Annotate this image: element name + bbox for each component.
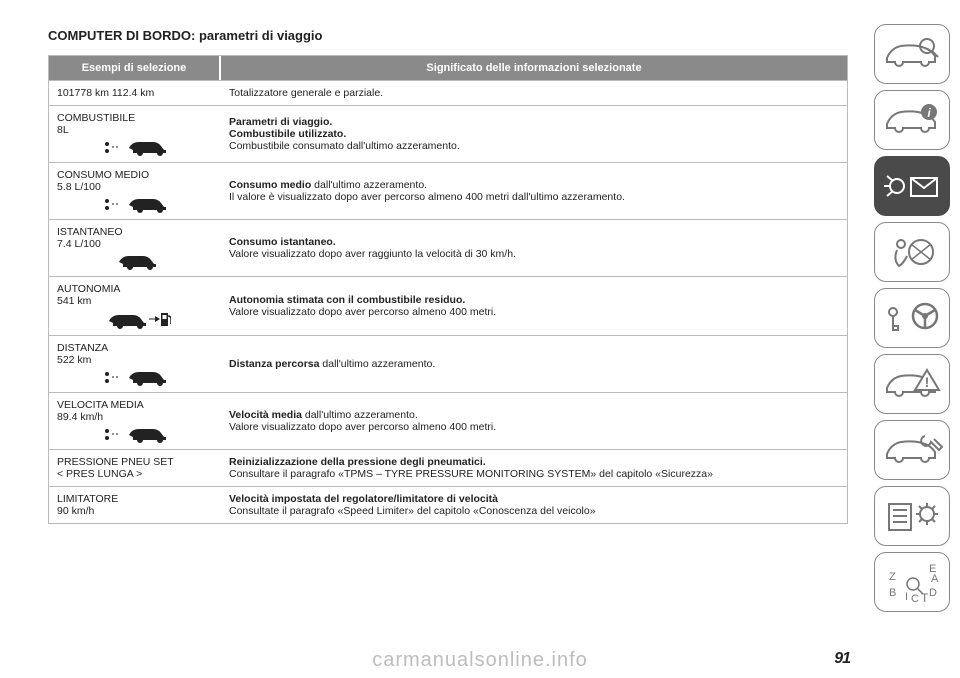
cell-right-text: Valore visualizzato dopo aver percorso a… [229,306,839,318]
table-cell-right: Consumo medio dall'ultimo azzeramento.Il… [221,163,847,219]
table-cell-left: VELOCITA MEDIA89.4 km/h [49,393,221,449]
table-cell-left: ISTANTANEO7.4 L/100 [49,220,221,276]
cell-left-line1: AUTONOMIA [57,283,213,295]
cell-right-bold: Velocità media dall'ultimo azzeramento. [229,409,839,421]
car-info-icon[interactable]: i [874,90,950,150]
cell-left-line1: DISTANZA [57,342,213,354]
page-title: COMPUTER DI BORDO: parametri di viaggio [48,28,848,43]
table-cell-right: Totalizzatore generale e parziale. [221,81,847,105]
svg-text:I: I [905,591,908,603]
alpha-index-icon[interactable]: ZBICTDAE [874,552,950,612]
trip-icon [57,138,213,156]
car-icon [57,252,213,270]
airbag-icon[interactable] [874,222,950,282]
table-row: COMBUSTIBILE8L Parametri di viaggio. Com… [49,105,847,162]
cell-right-bold: Parametri di viaggio. Combustibile utili… [229,116,839,140]
svg-text:Z: Z [889,571,896,583]
svg-text:B: B [889,587,896,599]
table-cell-right: Velocità impostata del regolatore/limita… [221,487,847,523]
cell-left-line2: 541 km [57,295,213,307]
table-cell-left: COMBUSTIBILE8L [49,106,221,162]
table-row: VELOCITA MEDIA89.4 km/h Velocità media d… [49,392,847,449]
cell-right-text: Totalizzatore generale e parziale. [229,87,839,99]
table-cell-left: AUTONOMIA541 km [49,277,221,335]
svg-text:E: E [929,563,936,575]
table-cell-right: Parametri di viaggio. Combustibile utili… [221,106,847,162]
table-row: ISTANTANEO7.4 L/100Consumo istantaneo.Va… [49,219,847,276]
table-row: AUTONOMIA541 km Autonomia stimata con il… [49,276,847,335]
table-cell-left: DISTANZA522 km [49,336,221,392]
cell-left-line2: 90 km/h [57,505,213,517]
cell-right-text: Valore visualizzato dopo aver raggiunto … [229,248,839,260]
svg-text:C: C [911,593,919,604]
cell-right-bold: Distanza percorsa dall'ultimo azzerament… [229,358,839,370]
cell-left-line2: 7.4 L/100 [57,238,213,250]
table-cell-right: Consumo istantaneo.Valore visualizzato d… [221,220,847,276]
table-row: PRESSIONE PNEU SET< PRES LUNGA > Reinizia… [49,449,847,486]
table-row: CONSUMO MEDIO5.8 L/100 Consumo medio dal… [49,162,847,219]
cell-left-line1: 101778 km 112.4 km [57,87,213,99]
trip-icon [57,195,213,213]
cell-left-line2: 89.4 km/h [57,411,213,423]
light-envelope-icon[interactable] [874,156,950,216]
cell-right-text: Consultate il paragrafo «Speed Limiter» … [229,505,839,517]
cell-right-text: Consultare il paragrafo «TPMS – TYRE PRE… [229,468,839,480]
section-tabs-sidebar: i! ZBICTDAE [874,24,950,612]
cell-left-line1: COMBUSTIBILE [57,112,213,124]
car-wrench-icon[interactable] [874,420,950,480]
table-cell-right: Distanza percorsa dall'ultimo azzerament… [221,336,847,392]
pump-icon [57,309,213,329]
table-cell-right: Reinizializzazione della pressione degli… [221,450,847,486]
cell-right-text: Valore visualizzato dopo aver percorso a… [229,421,839,433]
svg-text:D: D [929,587,937,599]
cell-right-bold: Velocità impostata del regolatore/limita… [229,493,839,505]
list-gear-icon[interactable] [874,486,950,546]
trip-icon [57,425,213,443]
cell-right-text: Il valore è visualizzato dopo aver perco… [229,191,839,203]
cell-left-line1: PRESSIONE PNEU SET [57,456,213,468]
table-row: 101778 km 112.4 km Totalizzatore generale… [49,80,847,105]
cell-right-bold: Autonomia stimata con il combustibile re… [229,294,839,306]
table-cell-left: 101778 km 112.4 km [49,81,221,105]
table-header-left: Esempi di selezione [49,56,221,80]
cell-left-line1: VELOCITA MEDIA [57,399,213,411]
table-cell-left: CONSUMO MEDIO5.8 L/100 [49,163,221,219]
table-cell-left: PRESSIONE PNEU SET< PRES LUNGA > [49,450,221,486]
table-body: 101778 km 112.4 km Totalizzatore generale… [48,80,848,524]
cell-left-line1: LIMITATORE [57,493,213,505]
table-row: LIMITATORE90 km/h Velocità impostata del … [49,486,847,523]
table-header-right: Significato delle informazioni seleziona… [221,56,847,80]
cell-right-bold: Consumo medio dall'ultimo azzeramento. [229,179,839,191]
table-row: DISTANZA522 km Distanza percorsa dall'ul… [49,335,847,392]
table-cell-right: Autonomia stimata con il combustibile re… [221,277,847,335]
key-wheel-icon[interactable] [874,288,950,348]
cell-left-line1: ISTANTANEO [57,226,213,238]
cell-left-line2: 5.8 L/100 [57,181,213,193]
watermark: carmanualsonline.info [0,649,960,672]
page-content: COMPUTER DI BORDO: parametri di viaggio … [48,28,848,524]
cell-right-text: Combustibile consumato dall'ultimo azzer… [229,140,839,152]
car-warning-icon[interactable]: ! [874,354,950,414]
table-header: Esempi di selezione Significato delle in… [48,55,848,80]
trip-icon [57,368,213,386]
page-number: 91 [834,650,850,668]
cell-right-bold: Reinizializzazione della pressione degli… [229,456,839,468]
cell-left-line2: < PRES LUNGA > [57,468,213,480]
cell-left-line1: CONSUMO MEDIO [57,169,213,181]
svg-text:!: ! [925,374,930,390]
cell-left-line2: 522 km [57,354,213,366]
table-cell-left: LIMITATORE90 km/h [49,487,221,523]
table-cell-right: Velocità media dall'ultimo azzeramento.V… [221,393,847,449]
cell-right-bold: Consumo istantaneo. [229,236,839,248]
car-magnify-icon[interactable] [874,24,950,84]
cell-left-line2: 8L [57,124,213,136]
